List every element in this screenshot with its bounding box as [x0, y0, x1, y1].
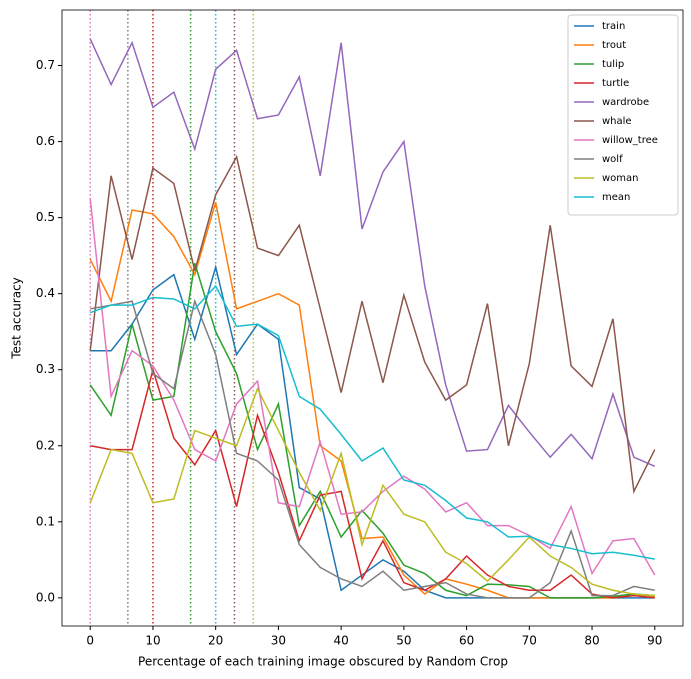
series-line [89, 202, 655, 599]
y-tick-label: 0.6 [36, 134, 55, 148]
y-axis-label: Test accuracy [10, 277, 24, 360]
legend-label: turtle [602, 78, 629, 89]
series-line [90, 366, 655, 599]
y-tick-label: 0.7 [36, 58, 55, 72]
series-line [89, 284, 655, 560]
legend-label: train [602, 21, 625, 32]
legend-label: willow_tree [602, 135, 658, 146]
legend-label: mean [602, 192, 630, 203]
series-line [90, 298, 655, 599]
x-tick-label: 30 [271, 634, 286, 648]
legend-label: trout [602, 40, 626, 51]
legend-label: whale [602, 116, 632, 127]
legend-label: wolf [602, 154, 623, 165]
x-tick-label: 40 [333, 634, 348, 648]
y-tick-label: 0.1 [36, 514, 55, 528]
legend-label: wardrobe [602, 97, 649, 108]
legend-box [567, 14, 679, 216]
series-line [89, 154, 656, 494]
legend-label: tulip [602, 59, 624, 70]
y-tick-label: 0.3 [36, 362, 55, 376]
plot-frame [61, 9, 684, 627]
series-line [89, 38, 656, 467]
x-tick-label: 50 [396, 634, 411, 648]
x-tick-label: 0 [86, 634, 94, 648]
x-tick-label: 10 [145, 634, 160, 648]
y-tick-label: 0.2 [36, 438, 55, 452]
x-axis-label: Percentage of each training image obscur… [138, 655, 508, 669]
x-tick-label: 70 [522, 634, 537, 648]
series-line [89, 263, 655, 599]
series-line [89, 386, 655, 597]
legend-label: woman [602, 173, 639, 184]
x-tick-label: 80 [584, 634, 599, 648]
x-tick-label: 90 [647, 634, 662, 648]
y-tick-label: 0.5 [36, 210, 55, 224]
x-tick-label: 20 [208, 634, 223, 648]
y-tick-label: 0.4 [36, 286, 55, 300]
series-line [89, 198, 656, 576]
y-tick-label: 0.0 [36, 590, 55, 604]
x-tick-label: 60 [459, 634, 474, 648]
